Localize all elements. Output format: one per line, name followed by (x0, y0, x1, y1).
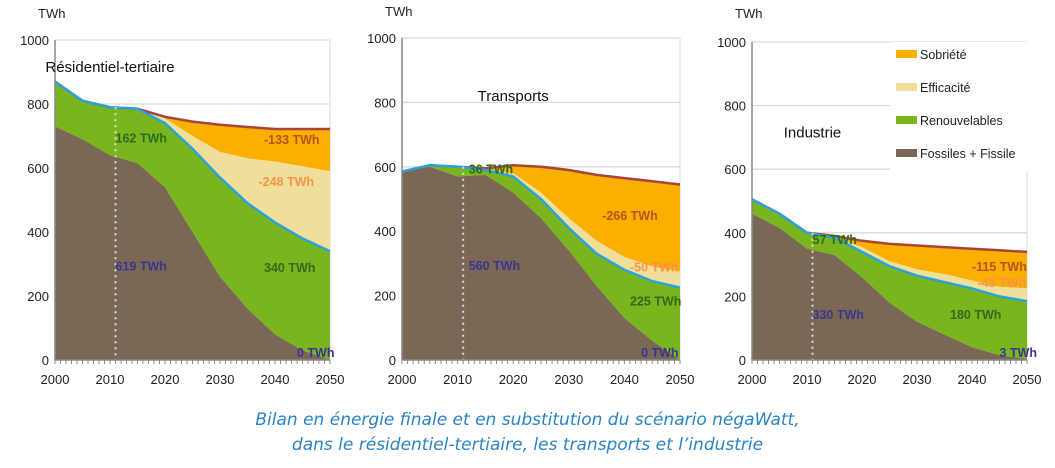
area-sobriete (55, 81, 330, 172)
chart-panel-2: 0 200 400 600 800 1000 TWh 2000 2010 2020 2030 2040… (367, 4, 694, 387)
line-consommation (751, 198, 1028, 303)
chart-title: Résidentiel-tertiaire (45, 59, 174, 76)
y-tick-label: 600 (27, 161, 49, 176)
area-renouvelables (752, 199, 1027, 359)
x-tick-label: 2050 (316, 372, 345, 387)
legend-label: Fossiles + Fissile (920, 147, 1016, 161)
area-sobriete (402, 165, 680, 272)
data-label: 330 TWh (813, 308, 864, 322)
caption-line-1: Bilan en énergie finale et en substituti… (255, 410, 800, 430)
y-tick-label: 800 (724, 99, 746, 114)
y-tick-label: 0 (389, 353, 396, 368)
x-tick-label: 2050 (666, 372, 695, 387)
data-label: -266 TWh (602, 209, 658, 223)
area-fossiles (752, 213, 1027, 360)
chart-panel-1: 0 200 400 600 800 1000 TWh 2000 2010 2020 2030 2040… (20, 6, 344, 387)
caption-line-2: dans le résidentiel-tertiaire, les trans… (291, 435, 764, 455)
data-label: 619 TWh (116, 260, 167, 274)
legend-swatch (896, 116, 917, 124)
x-tick-label: 2020 (499, 372, 528, 387)
line-consommation (401, 163, 681, 289)
y-axis-unit: TWh (38, 6, 65, 21)
y-tick-label: 1000 (717, 35, 746, 50)
x-tick-label: 2020 (848, 372, 877, 387)
y-tick-label: 0 (42, 353, 49, 368)
chart-panel-3: 0 200 400 600 800 1000 TWh 2000 2010 2020 2030 2040… (717, 6, 1041, 387)
data-label: 36 TWh (469, 162, 513, 176)
x-tick-label: 2050 (1013, 372, 1042, 387)
data-label: 57 TWh (813, 233, 857, 247)
data-label: 560 TWh (469, 259, 520, 273)
area-efficacite (752, 199, 1027, 302)
x-tick-label: 2000 (41, 372, 70, 387)
data-label: 0 TWh (297, 346, 335, 360)
x-tick-label: 2000 (738, 372, 767, 387)
x-tick-label: 2010 (443, 372, 472, 387)
legend-label: Sobriété (920, 48, 967, 62)
y-tick-label: 200 (27, 289, 49, 304)
data-label: -50 TWh (630, 261, 679, 275)
y-axis-unit: TWh (385, 4, 412, 19)
x-tick-label: 2040 (261, 372, 290, 387)
y-tick-label: 800 (374, 95, 396, 110)
data-label: -115 TWh (972, 260, 1027, 274)
data-label: 340 TWh (264, 261, 315, 275)
legend: Sobriété Efficacité Renouvelables Fossiles … (890, 42, 1030, 172)
y-axis-unit: TWh (735, 6, 762, 21)
x-tick-label: 2040 (958, 372, 987, 387)
area-efficacite (402, 165, 680, 288)
y-tick-label: 600 (374, 160, 396, 175)
data-label: -133 TWh (264, 133, 320, 147)
x-tick-label: 2000 (388, 372, 417, 387)
x-tick-label: 2010 (96, 372, 125, 387)
data-label: 3 TWh (1000, 346, 1038, 360)
y-tick-label: 200 (374, 289, 396, 304)
chart-title: Industrie (784, 124, 842, 141)
y-tick-label: 1000 (20, 33, 49, 48)
x-tick-label: 2030 (903, 372, 932, 387)
legend-swatch (896, 83, 917, 91)
data-label: 162 TWh (116, 132, 167, 146)
y-tick-label: 800 (27, 97, 49, 112)
x-tick-label: 2030 (554, 372, 583, 387)
legend-swatch (896, 50, 917, 58)
line-consommation (54, 80, 331, 253)
x-tick-label: 2030 (206, 372, 235, 387)
y-tick-label: 400 (374, 224, 396, 239)
data-label: -248 TWh (259, 175, 315, 189)
data-label: 180 TWh (950, 308, 1001, 322)
chart-title: Transports (478, 88, 549, 105)
legend-label: Efficacité (920, 81, 971, 95)
data-label: 225 TWh (630, 294, 681, 308)
x-tick-label: 2020 (151, 372, 180, 387)
area-renouvelables (55, 81, 330, 360)
x-tick-label: 2010 (793, 372, 822, 387)
area-efficacite (55, 81, 330, 252)
legend-swatch (896, 149, 917, 157)
y-tick-label: 200 (724, 289, 746, 304)
area-fossiles (55, 126, 330, 361)
y-tick-label: 400 (724, 226, 746, 241)
data-label: 0 TWh (641, 346, 679, 360)
y-tick-label: 0 (739, 353, 746, 368)
area-fossiles (402, 166, 680, 360)
legend-label: Renouvelables (920, 114, 1003, 128)
data-label: -43 TWh (978, 276, 1027, 290)
y-tick-label: 400 (27, 225, 49, 240)
area-renouvelables (402, 165, 680, 360)
y-tick-label: 1000 (367, 31, 396, 46)
y-tick-label: 600 (724, 162, 746, 177)
x-tick-label: 2040 (610, 372, 639, 387)
